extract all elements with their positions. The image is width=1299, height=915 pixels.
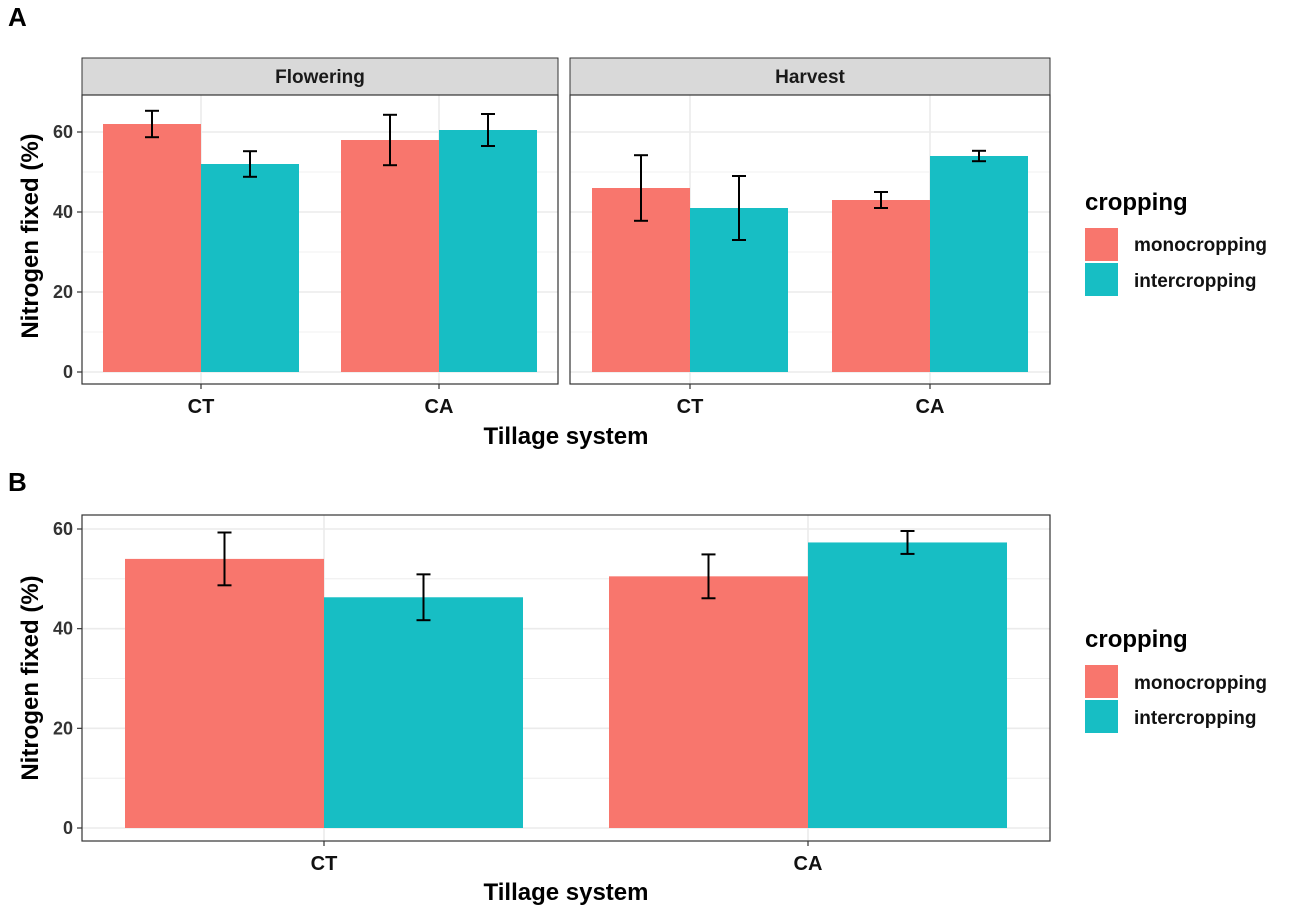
panel-a: A Flowering Harvest 0 20 40 60 CT CA CT CA Ti… [8, 2, 1267, 450]
x-tick-label-a-flowering-1: CA [425, 396, 454, 418]
legend-title-b: cropping [1085, 626, 1188, 653]
y-tick-label-b-0: 0 [63, 818, 73, 838]
y-tick-label-b-3: 60 [53, 519, 73, 539]
facet-strip-label-harvest: Harvest [775, 67, 845, 88]
bar-a-harvest-ca-monocropping [832, 200, 930, 372]
bars-b [125, 529, 1007, 828]
bar-a-flowering-ct-intercropping [201, 164, 299, 372]
legend-label-intercropping-b: intercropping [1134, 708, 1256, 729]
y-axis-ticks-b: 0 20 40 60 [53, 519, 82, 838]
x-tick-label-b-0: CT [311, 853, 338, 875]
y-tick-label-a-flowering-2: 40 [53, 202, 73, 222]
x-tick-label-a-flowering-0: CT [188, 396, 215, 418]
x-axis-ticks-a-flowering: CT CA [188, 384, 454, 418]
legend-label-monocropping-b: monocropping [1134, 673, 1267, 694]
x-tick-label-a-harvest-1: CA [916, 396, 945, 418]
facet-strip-label-flowering: Flowering [275, 67, 365, 88]
legend-label-intercropping-a: intercropping [1134, 271, 1256, 292]
y-tick-label-b-2: 40 [53, 619, 73, 639]
y-tick-label-a-flowering-3: 60 [53, 122, 73, 142]
plot-border-a-harvest [569, 94, 1051, 385]
bar-b-ct-intercropping [324, 597, 523, 828]
x-tick-label-b-1: CA [794, 853, 823, 875]
facet-strip-flowering [81, 57, 559, 96]
panel-b-letter: B [8, 467, 27, 497]
panel-b: B 0 20 40 60 CT CA Tillage system Nitrogen f… [8, 467, 1267, 906]
legend-key-monocropping-b [1085, 665, 1118, 698]
bar-a-flowering-ct-monocropping [103, 124, 201, 372]
y-tick-label-a-flowering-0: 0 [63, 362, 73, 382]
bars-a-harvest [592, 149, 1028, 372]
legend-b: cropping monocropping intercropping [1085, 626, 1267, 733]
bar-a-flowering-ca-monocropping [341, 140, 439, 372]
x-axis-title-b: Tillage system [484, 879, 649, 906]
legend-a: cropping monocropping intercropping [1085, 189, 1267, 296]
y-axis-title-a: Nitrogen fixed (%) [17, 133, 44, 338]
legend-key-intercropping-a [1085, 263, 1118, 296]
bar-b-ca-intercropping [808, 542, 1007, 828]
legend-title-a: cropping [1085, 189, 1188, 216]
legend-key-monocropping-a [1085, 228, 1118, 261]
plot-border-a-flowering [81, 94, 559, 385]
x-tick-label-a-harvest-0: CT [677, 396, 704, 418]
y-tick-label-b-1: 20 [53, 718, 73, 738]
plot-border-b [81, 514, 1051, 842]
panel-a-facet-flowering: Flowering [81, 57, 559, 385]
bar-b-ct-monocropping [125, 558, 324, 828]
x-axis-title-a: Tillage system [484, 423, 649, 450]
x-axis-ticks-a-harvest: CT CA [677, 384, 945, 418]
bar-b-ca-monocropping [609, 576, 808, 828]
y-tick-label-a-flowering-1: 20 [53, 282, 73, 302]
bar-a-harvest-ca-intercropping [930, 156, 1028, 372]
legend-label-monocropping-a: monocropping [1134, 235, 1267, 256]
y-axis-ticks-a: 0 20 40 60 [53, 122, 82, 382]
bar-a-flowering-ca-intercropping [439, 130, 537, 372]
panel-a-letter: A [8, 2, 27, 32]
panel-a-facet-harvest: Harvest [569, 57, 1051, 385]
x-axis-ticks-b: CT CA [311, 841, 823, 875]
legend-key-intercropping-b [1085, 700, 1118, 733]
y-axis-title-b: Nitrogen fixed (%) [17, 575, 44, 780]
bars-a-flowering [103, 109, 537, 372]
